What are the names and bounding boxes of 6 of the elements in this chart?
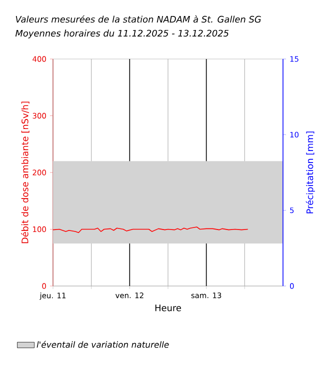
y-axis-title: Débit de dose ambiante [nSv/h] [21, 102, 30, 244]
chart-title: Valeurs mesurées de la station NADAM à St. Gallen SG [16, 15, 261, 23]
chart-subtitle: Moyennes horaires du 11.12.2025 - 13.12.2025 [15, 30, 229, 38]
x-axis-title: Heure [155, 304, 182, 312]
legend-label: l'éventail de variation naturelle [36, 340, 169, 348]
y2-axis-title: Précipitation [mm] [306, 132, 315, 214]
